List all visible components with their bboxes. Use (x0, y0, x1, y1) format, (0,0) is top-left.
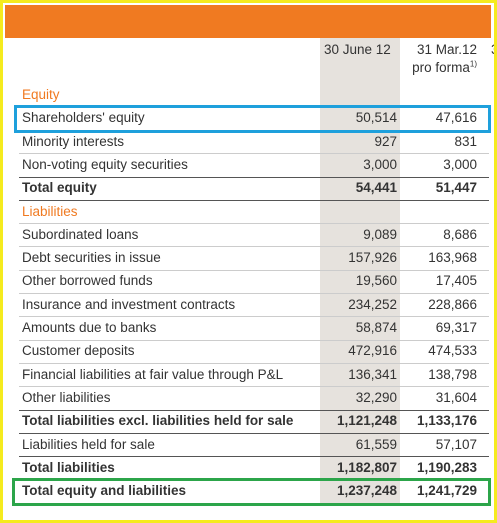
row-label: Debt securities in issue (22, 250, 161, 266)
value: 228,866 (428, 296, 477, 312)
row-label: Financial liabilities at fair value thro… (22, 366, 284, 382)
row-label: Total liabilities (22, 459, 115, 475)
orange-bar (5, 5, 491, 38)
row-divider (19, 456, 489, 458)
blue-highlight (14, 105, 491, 133)
value: 61,559 (355, 436, 397, 452)
row-label: Minority interests (22, 133, 125, 149)
value: 234,252 (348, 296, 397, 312)
footnote-mark: 1) (469, 59, 477, 69)
value: 1,182,807 (336, 459, 397, 475)
row-label: Total equity and liabilities (22, 483, 187, 499)
row-divider (19, 362, 489, 364)
row-label: Subordinated loans (22, 226, 139, 242)
col2-header: 31 Mar.12 (417, 41, 477, 59)
value: 32,290 (355, 389, 397, 405)
row-label: Amounts due to banks (22, 320, 157, 335)
row-divider (19, 176, 489, 178)
row-divider (19, 269, 489, 271)
col2-note-text: pro forma (412, 60, 470, 75)
value: 157,926 (348, 250, 397, 266)
value: 472,916 (348, 343, 397, 359)
value: 69,317 (435, 320, 477, 335)
row-label: Customer deposits (22, 343, 135, 359)
row-label: Non-voting equity securities (22, 156, 188, 172)
row-label: Liabilities held for sale (22, 436, 155, 452)
value: 1,237,248 (336, 483, 397, 499)
value: 3,000 (363, 156, 397, 172)
green-highlight (12, 478, 491, 506)
value: 57,107 (435, 436, 477, 452)
col1-header: 30 June 12 (324, 42, 391, 57)
row-label: Total liabilities excl. liabilities held… (22, 413, 294, 429)
row-divider (19, 409, 489, 411)
col2-note: pro forma1) (412, 59, 477, 77)
value: 8,686 (443, 226, 477, 242)
section-label: Equity (22, 87, 60, 102)
value: 474,533 (428, 343, 477, 359)
row-divider (19, 339, 489, 341)
col2-title: 31 Mar.12 (416, 42, 477, 57)
value: 47,616 (435, 110, 477, 126)
value: 9,089 (363, 226, 397, 242)
value: 163,968 (428, 250, 477, 266)
value: 1,121,248 (336, 413, 397, 429)
row-label: Insurance and investment contracts (22, 296, 236, 312)
row-label: Other liabilities (22, 389, 111, 405)
value: 1,190,283 (416, 459, 477, 475)
value: 1,133,176 (416, 413, 477, 429)
row-divider (19, 316, 489, 318)
row-divider (19, 246, 489, 248)
value: 50,514 (355, 110, 397, 126)
row-label: Shareholders' equity (22, 110, 145, 126)
value: 138,798 (428, 366, 477, 382)
value: 1,241,729 (416, 483, 477, 499)
value: 831 (454, 133, 477, 149)
row-label: Other borrowed funds (22, 273, 153, 289)
shaded-column (320, 38, 400, 504)
row-divider (19, 386, 489, 388)
row-divider (19, 153, 489, 155)
value: 17,405 (435, 273, 477, 289)
value: 19,560 (355, 273, 397, 289)
row-divider (19, 293, 489, 295)
value: 31,604 (435, 389, 477, 405)
value: 3,000 (443, 156, 477, 172)
value: 136,341 (348, 366, 397, 382)
row-label: Total equity (22, 180, 97, 196)
row-divider (19, 223, 489, 225)
value: 54,441 (355, 180, 397, 196)
value: 927 (374, 133, 397, 149)
row-divider (19, 432, 489, 434)
section-label: Liabilities (22, 203, 78, 219)
row-divider (19, 199, 489, 201)
value: 58,874 (355, 320, 397, 335)
value: 51,447 (435, 180, 477, 196)
